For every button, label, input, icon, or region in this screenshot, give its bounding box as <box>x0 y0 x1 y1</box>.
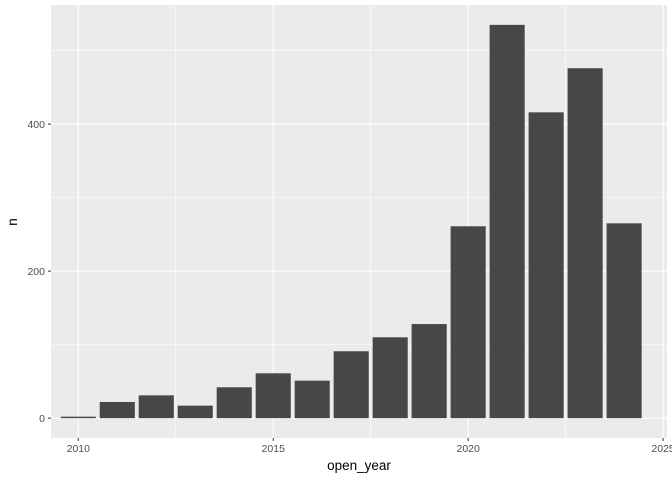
x-tick-label: 2015 <box>262 443 286 455</box>
bar-2018 <box>372 337 408 419</box>
bar-2014 <box>216 387 252 419</box>
bar-2023 <box>567 68 603 419</box>
x-tick-label: 2025 <box>651 443 672 455</box>
bar-2021 <box>489 24 525 419</box>
x-tick-label: 2020 <box>456 443 480 455</box>
bar-2011 <box>99 401 135 419</box>
bars <box>60 24 642 419</box>
bar-2012 <box>138 395 174 419</box>
x-axis: 2010 2015 2020 2025 <box>67 438 672 455</box>
y-tick-label: 200 <box>27 266 45 278</box>
bar-2020 <box>450 226 486 419</box>
bar-2017 <box>333 351 369 419</box>
minor-gridlines <box>51 5 667 438</box>
bar-2013 <box>177 405 213 419</box>
y-axis: 0 200 400 <box>27 119 51 425</box>
y-tick-label: 0 <box>39 413 45 425</box>
y-tick-label: 400 <box>27 119 45 131</box>
x-axis-title: open_year <box>327 458 391 473</box>
bar-2015 <box>255 373 291 419</box>
bar-2019 <box>411 324 447 419</box>
bar-2024 <box>606 223 642 419</box>
bar-2010 <box>60 416 96 419</box>
y-axis-title: n <box>5 218 20 226</box>
x-tick-label: 2010 <box>67 443 91 455</box>
bar-2022 <box>528 112 564 419</box>
bar-2016 <box>294 380 330 419</box>
